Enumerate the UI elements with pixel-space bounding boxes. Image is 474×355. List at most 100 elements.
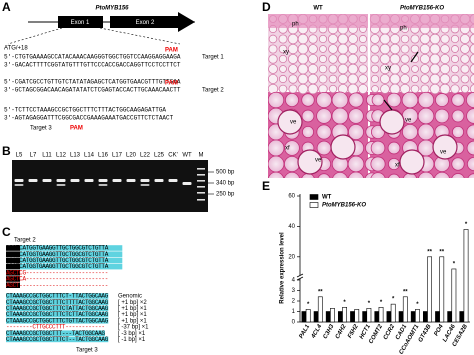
- cell: [284, 140, 300, 156]
- marker-band: [197, 199, 205, 201]
- lane-label: CK': [168, 153, 177, 159]
- lane-label: L11: [42, 153, 52, 159]
- cell: [389, 83, 401, 95]
- cell: [400, 44, 410, 54]
- cell: [440, 44, 450, 54]
- cell: [417, 91, 435, 109]
- marker-band: [197, 192, 205, 194]
- pam-label: PAM: [165, 48, 178, 54]
- cell: [389, 43, 401, 55]
- bar: [427, 256, 432, 323]
- tissue-label: ve: [290, 120, 297, 126]
- significance: *: [416, 302, 419, 308]
- panel-label: B: [2, 144, 11, 158]
- cell: [451, 157, 465, 171]
- cell: [332, 171, 348, 178]
- column-label: PtoMYB156-KO: [400, 6, 444, 12]
- cell: [278, 44, 288, 54]
- tissue-label: xy: [283, 50, 289, 56]
- cell: [287, 53, 299, 65]
- cell: [429, 33, 441, 45]
- significance: *: [465, 222, 468, 228]
- seq-highlight: [20, 257, 123, 264]
- marker-band: [197, 180, 205, 182]
- cell: [439, 73, 451, 85]
- cell: [358, 44, 368, 54]
- genotype-note: [ +1 bp] ×1: [118, 318, 147, 324]
- y-tick-label: 20: [288, 254, 295, 260]
- cell: [328, 64, 338, 74]
- band: [126, 179, 136, 182]
- cell: [358, 84, 368, 94]
- vessel: [432, 134, 458, 160]
- seq-highlight: [6, 311, 109, 318]
- significance: *: [307, 302, 310, 308]
- lane-label: L16: [98, 153, 109, 159]
- size-label: 340 bp: [216, 181, 235, 187]
- cell: [318, 34, 328, 44]
- cell: [268, 91, 285, 109]
- cell: [268, 54, 278, 64]
- band: [112, 179, 122, 182]
- cell: [316, 140, 332, 156]
- seq-highlight: [6, 245, 20, 251]
- tissue-label: ve: [315, 158, 322, 164]
- tissue-label: ph: [400, 26, 407, 32]
- cell: [469, 43, 474, 55]
- genotype-note: [ -3 bp] ×1: [118, 331, 146, 337]
- band: [182, 182, 192, 185]
- seq-highlight: [20, 263, 123, 270]
- cell: [279, 65, 287, 73]
- seq-highlight: [6, 293, 109, 299]
- cell: [459, 33, 471, 45]
- cell: [450, 64, 460, 74]
- cell: [358, 34, 368, 44]
- cell: [268, 44, 278, 54]
- cell: [337, 33, 349, 45]
- cell: [288, 74, 298, 84]
- cell: [316, 124, 332, 140]
- x-tick-label: GT43B: [418, 323, 433, 343]
- bar: [337, 311, 343, 323]
- bar: [362, 311, 368, 323]
- bar: [415, 309, 420, 323]
- cell: [450, 34, 460, 44]
- cell: [307, 83, 319, 95]
- axis-break: [296, 276, 304, 281]
- cell: [348, 92, 364, 108]
- y-tick-label: 1: [292, 309, 296, 315]
- vessel: [277, 109, 303, 135]
- cell: [379, 73, 391, 85]
- bar: [463, 229, 469, 323]
- gene-name: PtoMYB156: [95, 6, 129, 12]
- cell: [450, 74, 460, 84]
- seq-highlight: [6, 276, 20, 282]
- cell: [297, 83, 309, 95]
- cell: [400, 34, 410, 44]
- cell: [401, 123, 419, 141]
- cell: [337, 63, 349, 75]
- size-label: 500 bp: [216, 170, 235, 176]
- seq-highlight: [6, 330, 105, 336]
- bar: [317, 296, 323, 323]
- cell: [301, 125, 315, 139]
- cell: [401, 91, 419, 109]
- cell: [460, 44, 470, 54]
- cell: [318, 54, 328, 64]
- band: [140, 184, 150, 186]
- cell: [370, 54, 380, 64]
- band: [98, 184, 108, 186]
- seq-highlight: [6, 257, 20, 264]
- sequence: AGCTCG-------------------------: [6, 269, 108, 276]
- cell: [460, 74, 470, 84]
- cell: [467, 173, 474, 178]
- cell: [370, 74, 380, 84]
- x-tick-label: C4H2: [335, 323, 348, 340]
- tissue-label: ph: [292, 22, 299, 28]
- cell: [429, 83, 441, 95]
- cell: [308, 44, 318, 54]
- sequence: AGCT---------------------------: [6, 282, 108, 289]
- lane-label: L13: [70, 153, 81, 159]
- cell: [410, 84, 420, 94]
- cell: [347, 171, 365, 178]
